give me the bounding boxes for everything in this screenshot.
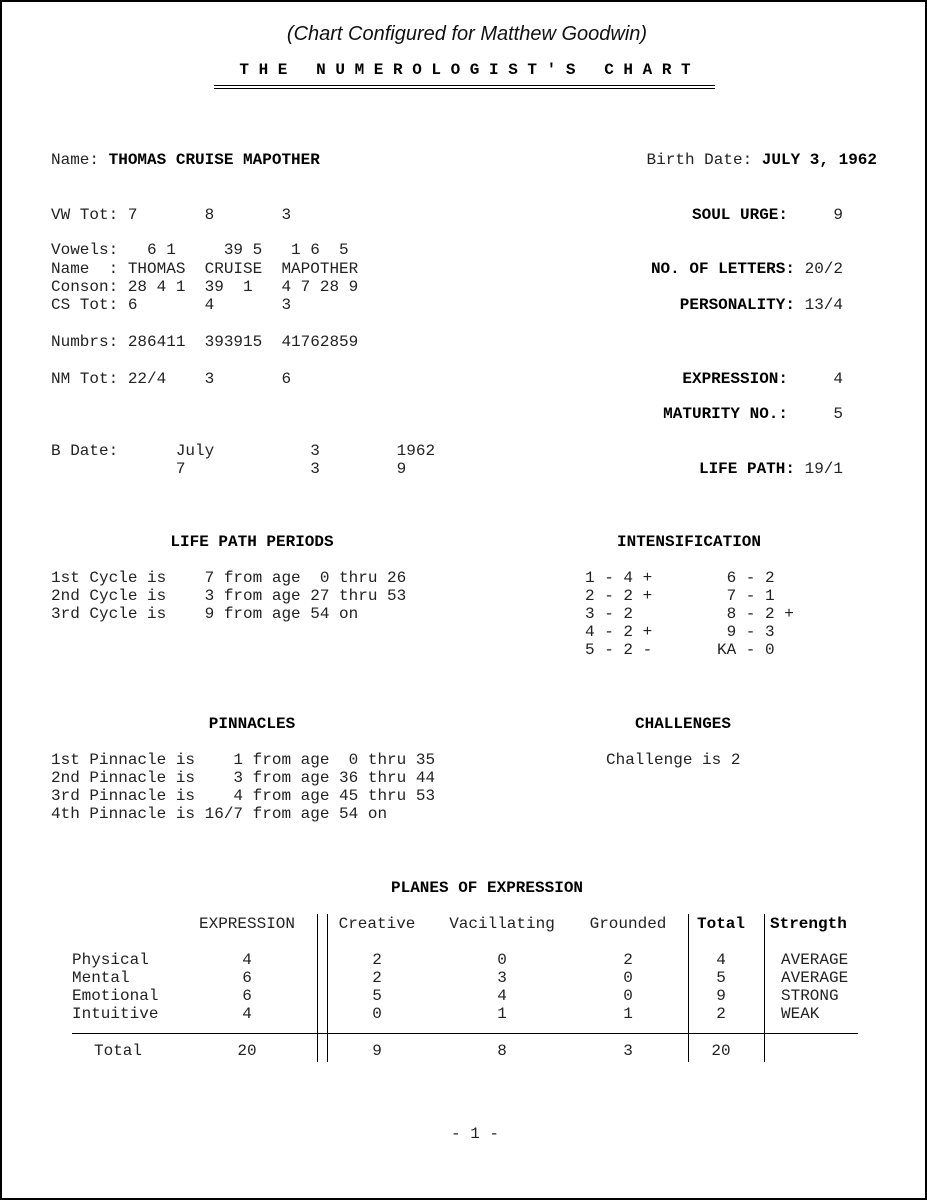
table-cell: 2 (372, 969, 382, 987)
table-cell: 2 (716, 1005, 726, 1023)
pinnacle-line: 2nd Pinnacle is 3 from age 36 thru 44 (51, 769, 436, 787)
numbers: Numbrs: 286411 393915 41762859 (51, 333, 359, 351)
title-underline (214, 88, 715, 89)
life-path-periods-heading: LIFE PATH PERIODS (170, 533, 334, 551)
birth-date-row: Birth Date: JULY 3, 1962 (646, 151, 877, 169)
table-cell: 0 (623, 969, 633, 987)
pinnacle-line: 3rd Pinnacle is 4 from age 45 thru 53 (51, 787, 436, 805)
row-label: Mental (72, 969, 130, 987)
cs-total: CS Tot: 6 4 3 (51, 296, 292, 314)
row-label: Emotional (72, 987, 159, 1005)
nm-total: NM Tot: 22/4 3 6 (51, 370, 292, 388)
column-divider (327, 914, 328, 1062)
soul-urge: SOUL URGE: 9 (691, 206, 843, 224)
personality: PERSONALITY: 13/4 (679, 296, 843, 314)
title-underline (214, 85, 715, 86)
total-cell: 20 (711, 1042, 731, 1060)
strength-cell: STRONG (781, 987, 839, 1005)
vw-total: VW Tot: 7 8 3 (51, 206, 292, 224)
table-cell: 0 (372, 1005, 382, 1023)
table-cell: 5 (716, 969, 726, 987)
intensification-item: KA - 0 (717, 641, 775, 659)
column-header: Strength (770, 915, 847, 933)
intensification-item: 8 - 2 + (717, 605, 794, 623)
table-cell: 1 (623, 1005, 633, 1023)
number-of-letters: NO. OF LETTERS: 20/2 (650, 260, 843, 278)
row-label: Intuitive (72, 1005, 159, 1023)
pinnacles-heading: PINNACLES (208, 715, 296, 733)
life-path: LIFE PATH: 19/1 (698, 460, 843, 478)
table-cell: 4 (716, 951, 726, 969)
cycle-line: 2nd Cycle is 3 from age 27 thru 53 (51, 587, 407, 605)
vowels: Vowels: 6 1 39 5 1 6 5 (51, 241, 349, 259)
strength-cell: WEAK (781, 1005, 820, 1023)
configured-for: (Chart Configured for Matthew Goodwin) (286, 23, 648, 45)
maturity-number: MATURITY NO.: 5 (663, 405, 843, 423)
row-label: Physical (72, 951, 149, 969)
cycle-line: 1st Cycle is 7 from age 0 thru 26 (51, 569, 407, 587)
table-cell: 3 (497, 969, 507, 987)
consonants: Conson: 28 4 1 39 1 4 7 28 9 (51, 278, 359, 296)
table-cell: 6 (242, 969, 252, 987)
total-label: Total (94, 1042, 143, 1060)
table-cell: 4 (497, 987, 507, 1005)
challenge-line: Challenge is 2 (606, 751, 741, 769)
pinnacle-line: 4th Pinnacle is 16/7 from age 54 on (51, 805, 388, 823)
column-divider (688, 914, 689, 1062)
table-rule (72, 1033, 858, 1034)
total-cell: 20 (237, 1042, 257, 1060)
total-cell: 9 (372, 1042, 382, 1060)
intensification-heading: INTENSIFICATION (616, 533, 762, 551)
intensification-item: 7 - 1 (717, 587, 775, 605)
table-cell: 0 (497, 951, 507, 969)
intensification-item: 5 - 2 - (585, 641, 653, 659)
intensification-item: 4 - 2 + (585, 623, 653, 641)
intensification-item: 3 - 2 (585, 605, 634, 623)
strength-cell: AVERAGE (781, 951, 849, 969)
chart-title: T H E N U M E R O L O G I S T ' S C H A … (239, 61, 691, 79)
pinnacle-line: 1st Pinnacle is 1 from age 0 thru 35 (51, 751, 436, 769)
table-cell: 2 (623, 951, 633, 969)
intensification-item: 6 - 2 (717, 569, 775, 587)
table-cell: 4 (242, 951, 252, 969)
table-cell: 0 (623, 987, 633, 1005)
intensification-item: 9 - 3 (717, 623, 775, 641)
planes-heading: PLANES OF EXPRESSION (390, 879, 584, 897)
column-header: Total (696, 915, 746, 933)
table-cell: 5 (372, 987, 382, 1005)
table-cell: 4 (242, 1005, 252, 1023)
column-divider (764, 914, 765, 1062)
cycle-line: 3rd Cycle is 9 from age 54 on (51, 605, 359, 623)
birth-date-digits: 7 3 9 (51, 460, 407, 478)
table-cell: 2 (372, 951, 382, 969)
intensification-item: 1 - 4 + (585, 569, 653, 587)
expression: EXPRESSION: 4 (682, 370, 843, 388)
total-cell: 8 (497, 1042, 507, 1060)
name-letters: Name : THOMAS CRUISE MAPOTHER (51, 260, 359, 278)
intensification-item: 2 - 2 + (585, 587, 653, 605)
column-header: EXPRESSION (198, 915, 296, 933)
total-cell: 3 (623, 1042, 633, 1060)
strength-cell: AVERAGE (781, 969, 849, 987)
column-header: Vacillating (449, 915, 555, 933)
challenges-heading: CHALLENGES (634, 715, 732, 733)
column-header: Grounded (589, 915, 667, 933)
table-cell: 1 (497, 1005, 507, 1023)
page-number: - 1 - (450, 1125, 500, 1143)
birth-date: B Date: July 3 1962 (51, 442, 436, 460)
column-divider (317, 914, 318, 1062)
column-header: Creative (338, 915, 416, 933)
table-cell: 6 (242, 987, 252, 1005)
table-cell: 9 (716, 987, 726, 1005)
name-row: Name: THOMAS CRUISE MAPOTHER (51, 151, 320, 169)
